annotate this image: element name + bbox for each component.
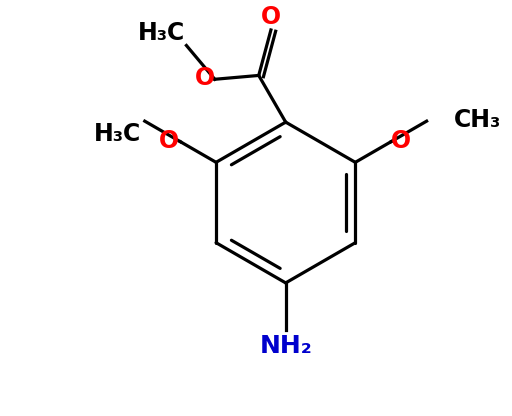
Text: NH₂: NH₂: [259, 334, 312, 358]
Text: O: O: [261, 5, 281, 29]
Text: CH₃: CH₃: [454, 108, 501, 132]
Text: O: O: [195, 66, 215, 90]
Text: O: O: [159, 129, 179, 153]
Text: H₃C: H₃C: [138, 21, 185, 45]
Text: O: O: [391, 129, 411, 153]
Text: H₃C: H₃C: [94, 122, 141, 146]
